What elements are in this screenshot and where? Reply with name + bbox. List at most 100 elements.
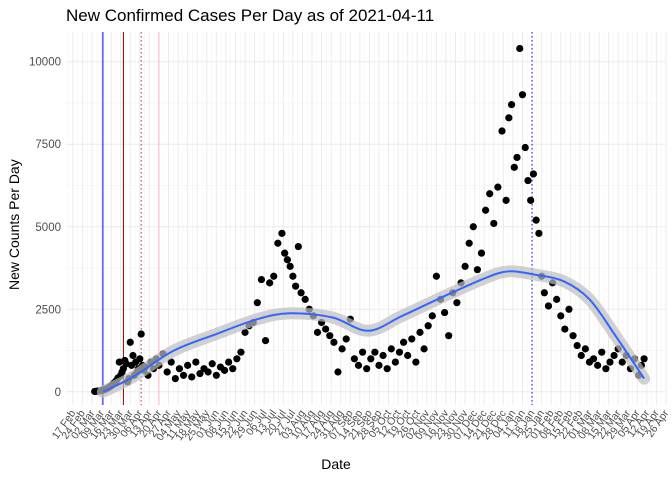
data-point bbox=[507, 101, 516, 109]
data-point bbox=[122, 360, 130, 368]
data-point bbox=[490, 219, 498, 228]
data-point bbox=[286, 262, 294, 270]
data-point bbox=[184, 361, 192, 369]
data-point bbox=[367, 355, 375, 363]
data-point bbox=[188, 373, 196, 381]
data-point bbox=[257, 275, 266, 284]
data-point bbox=[192, 358, 200, 366]
data-point bbox=[137, 330, 145, 338]
data-point bbox=[521, 143, 529, 152]
data-point bbox=[383, 365, 391, 373]
data-point bbox=[524, 176, 532, 185]
data-point bbox=[640, 355, 648, 363]
data-point bbox=[527, 196, 535, 204]
data-point bbox=[167, 358, 175, 366]
data-point bbox=[529, 170, 538, 178]
data-point bbox=[581, 345, 589, 353]
data-point bbox=[477, 249, 486, 257]
data-point bbox=[297, 289, 305, 297]
data-point bbox=[610, 351, 618, 360]
data-point bbox=[494, 183, 502, 191]
data-point bbox=[518, 91, 527, 99]
data-point bbox=[208, 360, 216, 368]
data-point bbox=[416, 328, 424, 336]
data-point bbox=[404, 351, 412, 360]
data-point bbox=[375, 361, 383, 369]
data-point bbox=[473, 266, 481, 274]
data-point bbox=[412, 358, 420, 366]
data-point bbox=[294, 242, 302, 251]
y-tick-label: 0 bbox=[55, 387, 61, 399]
data-point bbox=[387, 345, 395, 353]
data-point bbox=[561, 325, 569, 333]
data-point bbox=[502, 196, 510, 204]
data-point bbox=[577, 351, 585, 360]
data-point bbox=[602, 365, 610, 373]
y-tick-label: 5000 bbox=[35, 222, 61, 234]
data-point bbox=[338, 345, 346, 353]
data-point bbox=[498, 127, 506, 135]
data-point bbox=[395, 348, 404, 356]
data-point bbox=[241, 328, 249, 336]
data-point bbox=[469, 223, 477, 231]
data-point bbox=[516, 44, 524, 53]
data-point bbox=[237, 348, 245, 356]
smooth-trend-line bbox=[102, 270, 645, 393]
data-point bbox=[569, 332, 577, 340]
data-point bbox=[358, 348, 367, 356]
data-point bbox=[163, 368, 171, 376]
y-tick-label: 7500 bbox=[35, 139, 61, 151]
data-point bbox=[301, 295, 309, 303]
data-point bbox=[350, 355, 358, 363]
data-point bbox=[461, 262, 469, 270]
data-point bbox=[283, 256, 292, 264]
y-tick-label: 10000 bbox=[29, 57, 61, 69]
data-point bbox=[175, 365, 184, 373]
data-point bbox=[391, 358, 399, 366]
data-point bbox=[424, 322, 432, 330]
data-point bbox=[126, 338, 134, 346]
data-point bbox=[606, 358, 614, 366]
data-point bbox=[274, 239, 282, 247]
data-point bbox=[505, 114, 513, 122]
data-point bbox=[220, 366, 229, 374]
data-point bbox=[322, 325, 330, 333]
x-axis-label: Date bbox=[321, 456, 351, 472]
y-axis-label: New Counts Per Day bbox=[6, 159, 22, 290]
data-point bbox=[445, 332, 453, 340]
data-point bbox=[129, 351, 137, 360]
data-point bbox=[510, 163, 518, 171]
data-point bbox=[535, 229, 543, 237]
data-point bbox=[573, 341, 581, 350]
data-point bbox=[432, 272, 440, 280]
data-point bbox=[565, 305, 573, 313]
data-point bbox=[292, 282, 300, 290]
data-point bbox=[440, 308, 449, 317]
data-point bbox=[115, 358, 123, 366]
data-point bbox=[618, 358, 626, 366]
data-point bbox=[465, 239, 473, 247]
data-point bbox=[544, 302, 553, 310]
data-point bbox=[408, 335, 416, 343]
data-point bbox=[486, 190, 494, 198]
data-point bbox=[171, 374, 179, 383]
data-point bbox=[428, 312, 436, 320]
data-point bbox=[326, 332, 334, 340]
data-point bbox=[594, 361, 602, 369]
data-point bbox=[334, 368, 342, 376]
data-point bbox=[289, 272, 297, 280]
data-point bbox=[513, 153, 521, 162]
data-point bbox=[371, 348, 379, 356]
data-point bbox=[266, 279, 274, 287]
data-point bbox=[481, 206, 490, 214]
data-point bbox=[136, 355, 144, 363]
data-point bbox=[330, 338, 338, 346]
data-point bbox=[453, 299, 461, 307]
data-point bbox=[313, 328, 322, 336]
chart-title: New Confirmed Cases Per Day as of 2021-0… bbox=[66, 6, 435, 25]
data-point bbox=[261, 337, 270, 345]
data-point bbox=[179, 371, 188, 379]
data-point bbox=[553, 295, 561, 303]
data-point bbox=[589, 355, 598, 363]
data-point bbox=[557, 312, 565, 320]
